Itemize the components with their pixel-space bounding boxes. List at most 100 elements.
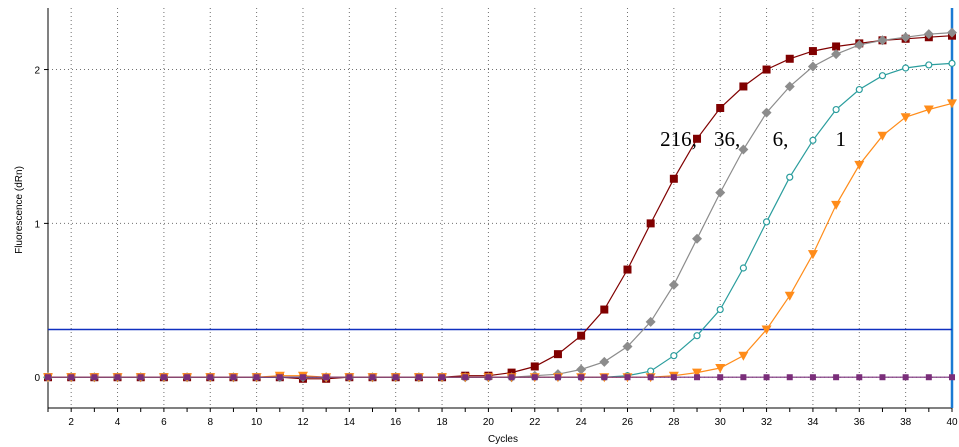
data-point bbox=[323, 374, 330, 381]
series-2 bbox=[44, 59, 956, 381]
data-point bbox=[947, 99, 957, 109]
x-tick-label: 12 bbox=[297, 417, 309, 428]
series-4 bbox=[45, 374, 955, 381]
data-point bbox=[786, 173, 794, 181]
data-point bbox=[716, 104, 725, 112]
annotation-label: 216, bbox=[660, 127, 697, 151]
data-point bbox=[833, 374, 840, 381]
data-point bbox=[762, 65, 771, 74]
data-point bbox=[530, 362, 539, 371]
data-point bbox=[622, 341, 633, 352]
data-point bbox=[693, 134, 702, 143]
data-point bbox=[553, 350, 562, 359]
data-point bbox=[808, 47, 817, 56]
data-point bbox=[877, 131, 888, 141]
x-tick-label: 38 bbox=[900, 417, 912, 428]
data-point bbox=[531, 374, 538, 381]
data-point bbox=[645, 316, 656, 327]
data-point bbox=[485, 374, 492, 381]
data-point bbox=[715, 364, 726, 373]
data-point bbox=[600, 305, 609, 314]
annotations: 216, 36, 6, 1 bbox=[660, 127, 846, 151]
x-tick-label: 8 bbox=[207, 417, 213, 428]
data-point bbox=[856, 374, 863, 381]
series-line bbox=[48, 35, 953, 380]
data-point bbox=[692, 368, 703, 378]
data-point bbox=[114, 374, 121, 381]
data-point bbox=[68, 374, 75, 381]
x-axis-title: Cycles bbox=[488, 434, 518, 445]
axes bbox=[44, 8, 954, 412]
data-point bbox=[647, 374, 654, 381]
data-point bbox=[184, 374, 191, 381]
data-point bbox=[902, 64, 910, 72]
x-tick-label: 34 bbox=[807, 417, 819, 428]
data-point bbox=[740, 374, 747, 381]
data-point bbox=[855, 85, 863, 94]
x-tick-label: 4 bbox=[115, 417, 121, 428]
series-3 bbox=[43, 99, 957, 383]
data-point bbox=[902, 374, 909, 381]
data-point bbox=[462, 374, 469, 381]
data-point bbox=[900, 32, 911, 43]
data-point bbox=[831, 49, 842, 60]
x-tick-label: 16 bbox=[390, 417, 402, 428]
x-tick-label: 30 bbox=[715, 417, 727, 428]
data-point bbox=[785, 54, 794, 63]
x-tick-label: 24 bbox=[576, 417, 588, 428]
data-point bbox=[923, 105, 934, 115]
data-point bbox=[439, 374, 446, 381]
data-point bbox=[949, 374, 955, 381]
data-point bbox=[878, 72, 887, 80]
x-tick-label: 10 bbox=[251, 417, 263, 428]
data-point bbox=[807, 250, 818, 260]
data-point bbox=[923, 29, 934, 40]
data-point bbox=[91, 374, 98, 381]
data-point bbox=[761, 325, 772, 335]
x-tick-label: 20 bbox=[483, 417, 495, 428]
data-point bbox=[738, 144, 749, 155]
data-point bbox=[784, 81, 795, 92]
grid bbox=[48, 8, 952, 408]
data-point bbox=[832, 42, 841, 51]
data-point bbox=[831, 200, 842, 210]
data-point bbox=[253, 374, 260, 381]
data-point bbox=[925, 374, 932, 381]
data-point bbox=[346, 374, 353, 381]
data-point bbox=[807, 61, 818, 72]
data-point bbox=[809, 374, 816, 381]
x-tick-label: 2 bbox=[68, 417, 74, 428]
data-point bbox=[854, 160, 865, 170]
data-point bbox=[45, 374, 51, 381]
data-point bbox=[715, 187, 726, 198]
data-point bbox=[786, 374, 793, 381]
data-point bbox=[877, 35, 888, 46]
x-tick-label: 40 bbox=[946, 417, 958, 428]
data-point bbox=[832, 105, 840, 114]
x-tick-label: 6 bbox=[161, 417, 167, 428]
data-point bbox=[879, 374, 886, 381]
series-line bbox=[48, 32, 953, 378]
y-tick-label: 1 bbox=[34, 219, 40, 230]
data-point bbox=[738, 351, 749, 361]
data-point bbox=[809, 136, 817, 144]
data-point bbox=[763, 374, 770, 381]
data-point bbox=[599, 356, 610, 367]
data-point bbox=[578, 374, 585, 381]
x-tick-label: 32 bbox=[761, 417, 773, 428]
x-tick-label: 14 bbox=[344, 417, 356, 428]
x-tick-label: 26 bbox=[622, 417, 634, 428]
data-point bbox=[669, 174, 678, 183]
series-layer bbox=[43, 27, 957, 383]
data-point bbox=[925, 61, 933, 69]
x-tick-label: 22 bbox=[529, 417, 541, 428]
annotation-label: 36, bbox=[714, 127, 740, 151]
data-point bbox=[576, 364, 587, 375]
series-line bbox=[48, 102, 953, 378]
data-point bbox=[762, 218, 771, 226]
data-point bbox=[624, 374, 631, 381]
x-tick-label: 36 bbox=[854, 417, 866, 428]
data-point bbox=[900, 113, 911, 123]
